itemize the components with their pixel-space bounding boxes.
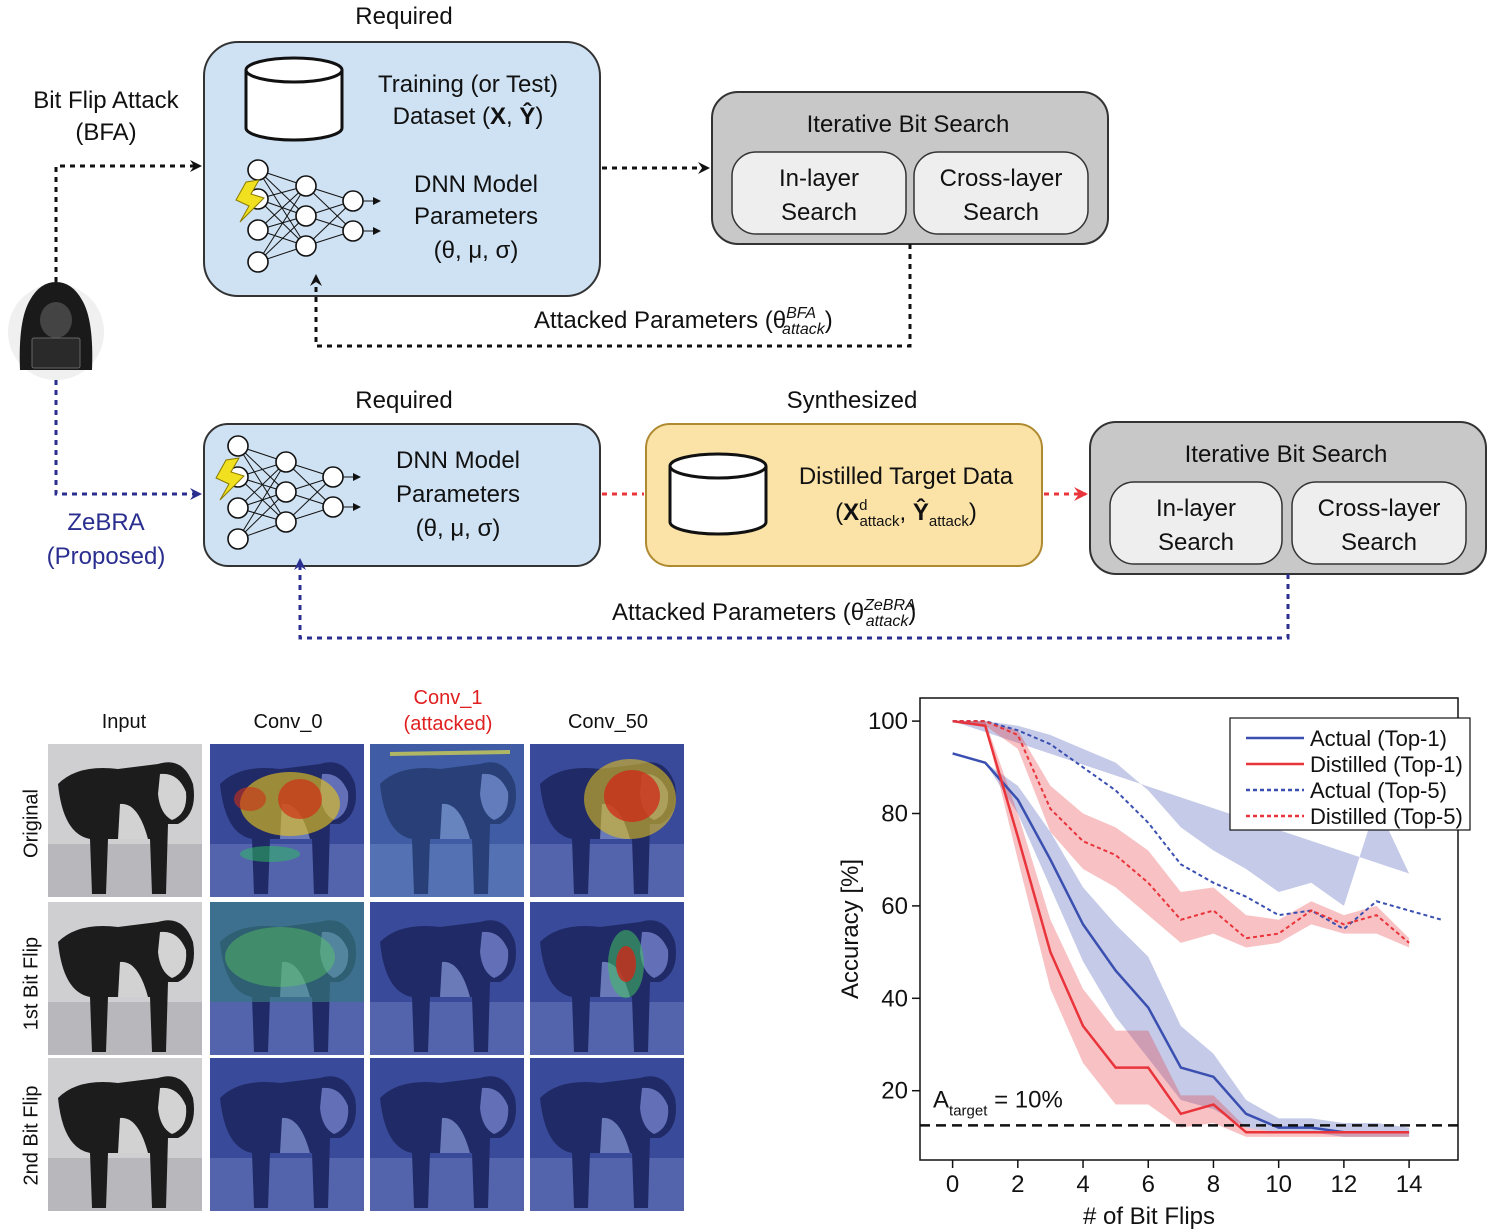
band-series-3: [952, 721, 1410, 948]
heatmap-cell-conv50-row1: [530, 902, 684, 1055]
legend-entry-2: Actual (Top-5): [1310, 778, 1447, 803]
bottom-return-arrow: [294, 558, 1290, 640]
top-attacked-label: Attacked Parameters (θBFA attack): [534, 305, 833, 338]
row-label-original: Original: [20, 789, 43, 858]
y-tick-label-100: 100: [868, 708, 908, 735]
bfa-label-abbr: (BFA): [75, 119, 136, 146]
row-label-1st-bit-flip: 1st Bit Flip: [20, 936, 43, 1031]
heatmap-cell-input-row2: [48, 1058, 202, 1211]
heatmap-cell-conv50-row2: [530, 1058, 684, 1211]
required-label-top: Required: [355, 3, 452, 30]
model-label-line3-top: (θ, μ, σ): [434, 237, 519, 264]
dataset-cylinder-icon: [244, 56, 344, 142]
col-header-conv50: Conv_50: [567, 711, 649, 733]
top-return-arrow: [310, 244, 912, 348]
heatmap-cell-conv50-row0: [530, 744, 684, 897]
heatmap-cell-conv1-row2: [370, 1058, 524, 1211]
col-header-conv1: Conv_1: [413, 687, 483, 709]
heatmap-cell-conv0-row2: [210, 1058, 364, 1211]
x-tick-label-12: 12: [1331, 1171, 1358, 1198]
model-label-line1-bottom: DNN Model: [396, 447, 520, 474]
legend-entry-1: Distilled (Top-1): [1310, 752, 1463, 777]
accuracy-chart: Atarget = 10% 0 2 4 6 8 10 12 14 20 40 60 80 100 # o…: [837, 697, 1471, 1230]
zebra-label: ZeBRA: [67, 509, 144, 536]
target-label: Atarget = 10%: [933, 1086, 1063, 1119]
bottom-search-title: Iterative Bit Search: [1185, 441, 1388, 468]
model-label-line2-bottom: Parameters: [396, 481, 520, 508]
heatmap-cell-conv0-row1: [210, 902, 364, 1055]
zebra-proposed-label: (Proposed): [47, 543, 166, 570]
y-tick-label-40: 40: [881, 985, 908, 1012]
top-crosslayer-line1: Cross-layer: [940, 165, 1063, 192]
neural-network-icon: [235, 159, 381, 273]
y-tick-label-20: 20: [881, 1078, 908, 1105]
synthesized-label: Synthesized: [787, 387, 918, 414]
neural-network-icon-bottom: [215, 435, 361, 550]
x-tick-label-14: 14: [1396, 1171, 1423, 1198]
line-series-1: [952, 719, 1410, 1134]
col-header-conv0: Conv_0: [253, 711, 323, 733]
x-tick-label-10: 10: [1265, 1171, 1292, 1198]
bottom-inlayer-line1: In-layer: [1156, 495, 1236, 522]
bottom-attacked-label: Attacked Parameters (θZeBRA attack): [612, 597, 916, 630]
bottom-inlayer-box: [1109, 481, 1283, 565]
legend-entry-3: Distilled (Top-5): [1310, 804, 1463, 829]
heatmap-cell-conv1-row1: [370, 902, 524, 1055]
model-label-line1-top: DNN Model: [414, 171, 538, 198]
attack-flow-diagram: Required Bit Flip Attack (BFA) Training …: [8, 3, 1487, 640]
band-series-2: [952, 721, 1410, 906]
legend-entry-0: Actual (Top-1): [1310, 726, 1447, 751]
line-series-2: [952, 720, 1442, 931]
top-crosslayer-box: [913, 151, 1089, 235]
y-tick-label-80: 80: [881, 801, 908, 828]
x-axis-label: # of Bit Flips: [1083, 1203, 1215, 1230]
line-series-3: [952, 720, 1410, 944]
col-header-attacked-note: (attacked): [403, 713, 493, 735]
top-inlayer-line1: In-layer: [779, 165, 859, 192]
model-label-line3-bottom: (θ, μ, σ): [416, 515, 501, 542]
top-inlayer-line2: Search: [781, 199, 857, 226]
x-tick-label-0: 0: [946, 1171, 959, 1198]
required-label-bottom: Required: [355, 387, 452, 414]
bottom-crosslayer-line2: Search: [1341, 529, 1417, 556]
bottom-crosslayer-box: [1291, 481, 1467, 565]
band-series-0: [952, 753, 1410, 1137]
x-tick-label-2: 2: [1011, 1171, 1024, 1198]
col-header-input: Input: [101, 711, 147, 733]
top-crosslayer-line2: Search: [963, 199, 1039, 226]
top-inlayer-box: [731, 151, 907, 235]
hacker-icon: [8, 282, 104, 380]
model-label-line2-top: Parameters: [414, 203, 538, 230]
heatmap-cell-input-row0: [48, 744, 202, 897]
heatmap-cell-conv1-row0: [370, 744, 524, 897]
bottom-required-box: [203, 423, 601, 567]
top-search-title: Iterative Bit Search: [807, 111, 1010, 138]
chart-legend: Actual (Top-1)Distilled (Top-1)Actual (T…: [1229, 717, 1471, 831]
dataset-label-line2: Dataset (X, Ŷ): [393, 102, 544, 130]
plot-frame: [919, 697, 1459, 1161]
y-tick-label-60: 60: [881, 893, 908, 920]
bfa-label: Bit Flip Attack: [33, 87, 179, 114]
bottom-inlayer-line2: Search: [1158, 529, 1234, 556]
x-tick-label-4: 4: [1076, 1171, 1089, 1198]
row-label-2nd-bit-flip: 2nd Bit Flip: [20, 1085, 43, 1186]
bottom-crosslayer-line1: Cross-layer: [1318, 495, 1441, 522]
distilled-label-line2: (Xd attack, Ŷattack): [835, 497, 977, 530]
distilled-label-line1: Distilled Target Data: [799, 463, 1014, 490]
distilled-dataset-cylinder-icon: [668, 452, 768, 536]
y-axis-label: Accuracy [%]: [837, 859, 864, 999]
dataset-label-line1: Training (or Test): [378, 71, 558, 98]
bfa-arrow: [54, 160, 202, 282]
x-tick-label-6: 6: [1142, 1171, 1155, 1198]
heatmap-cell-conv0-row0: [210, 744, 364, 897]
x-tick-label-8: 8: [1207, 1171, 1220, 1198]
zebra-arrow: [54, 380, 202, 500]
heatmap-cell-input-row1: [48, 902, 202, 1055]
line-series-0: [952, 752, 1410, 1134]
legend-box: [1229, 717, 1471, 831]
